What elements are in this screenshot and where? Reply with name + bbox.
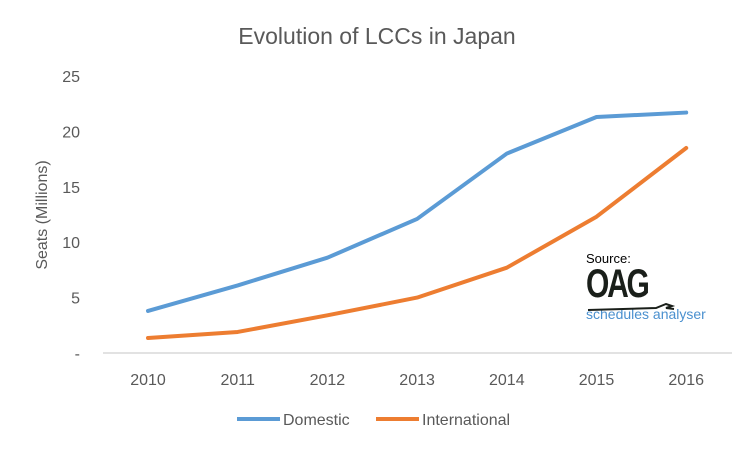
x-tick-label: 2015 xyxy=(579,372,615,389)
y-tick-label: - xyxy=(75,346,80,363)
x-tick-label: 2016 xyxy=(668,372,704,389)
x-tick-label: 2013 xyxy=(399,372,435,389)
x-tick-label: 2010 xyxy=(130,372,166,389)
y-tick-label: 15 xyxy=(62,180,80,197)
y-axis-label: Seats (Millions) xyxy=(34,160,51,269)
y-tick-label: 25 xyxy=(62,69,80,86)
y-tick-label: 5 xyxy=(71,291,80,308)
source-logo: Source: OAG schedules analyser xyxy=(586,251,706,322)
x-tick-label: 2012 xyxy=(310,372,346,389)
airplane-icon xyxy=(587,303,676,311)
y-tick-label: 20 xyxy=(62,124,80,141)
x-tick-label: 2014 xyxy=(489,372,525,389)
source-label: Source: xyxy=(586,251,631,266)
legend-label-international: International xyxy=(422,412,510,429)
x-tick-label: 2011 xyxy=(220,372,255,389)
oag-logo: OAG xyxy=(586,262,650,306)
legend-label-domestic: Domestic xyxy=(283,412,350,429)
y-tick-label: 10 xyxy=(62,235,80,252)
chart-title: Evolution of LCCs in Japan xyxy=(238,23,515,49)
